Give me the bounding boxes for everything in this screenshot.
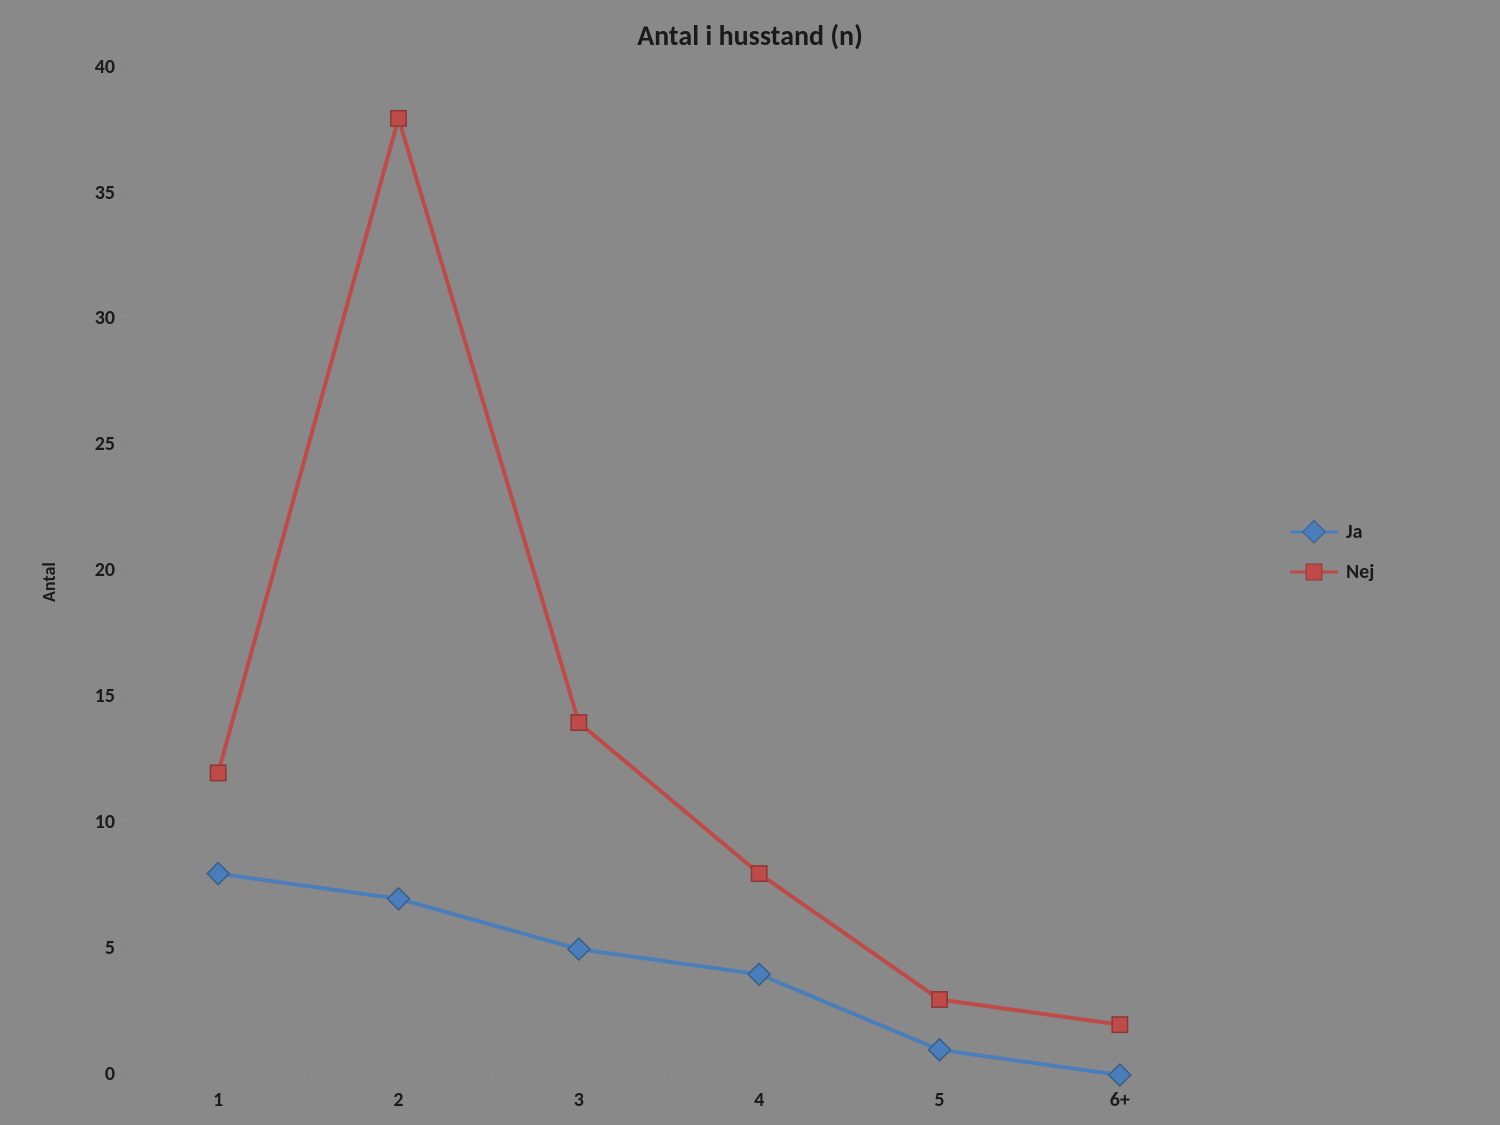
y-tick-label: 25 bbox=[95, 432, 115, 456]
y-axis-title: Antal bbox=[38, 562, 60, 602]
chart-container: Antal i husstand (n) Antal 0510152025303… bbox=[0, 0, 1500, 1125]
legend: Ja Nej bbox=[1290, 520, 1374, 600]
x-tick-label: 1 bbox=[198, 1088, 238, 1112]
y-tick-label: 35 bbox=[95, 181, 115, 205]
x-tick-label: 3 bbox=[559, 1088, 599, 1112]
y-tick-label: 5 bbox=[105, 936, 115, 960]
y-tick-label: 10 bbox=[95, 810, 115, 834]
x-tick-label: 4 bbox=[739, 1088, 779, 1112]
x-tick-label: 5 bbox=[920, 1088, 960, 1112]
legend-label: Nej bbox=[1346, 560, 1374, 584]
legend-swatch bbox=[1290, 560, 1338, 584]
chart-title: Antal i husstand (n) bbox=[0, 18, 1500, 53]
x-tick-label: 6+ bbox=[1100, 1088, 1140, 1112]
y-tick-label: 20 bbox=[95, 558, 115, 582]
y-tick-label: 40 bbox=[95, 55, 115, 79]
legend-swatch bbox=[1290, 520, 1338, 544]
legend-item: Ja bbox=[1290, 520, 1374, 544]
legend-label: Ja bbox=[1346, 520, 1363, 544]
legend-item: Nej bbox=[1290, 560, 1374, 584]
y-tick-label: 15 bbox=[95, 684, 115, 708]
x-tick-label: 2 bbox=[379, 1088, 419, 1112]
y-tick-label: 30 bbox=[95, 306, 115, 330]
y-tick-label: 0 bbox=[105, 1062, 115, 1086]
chart-svg bbox=[0, 0, 1500, 1125]
